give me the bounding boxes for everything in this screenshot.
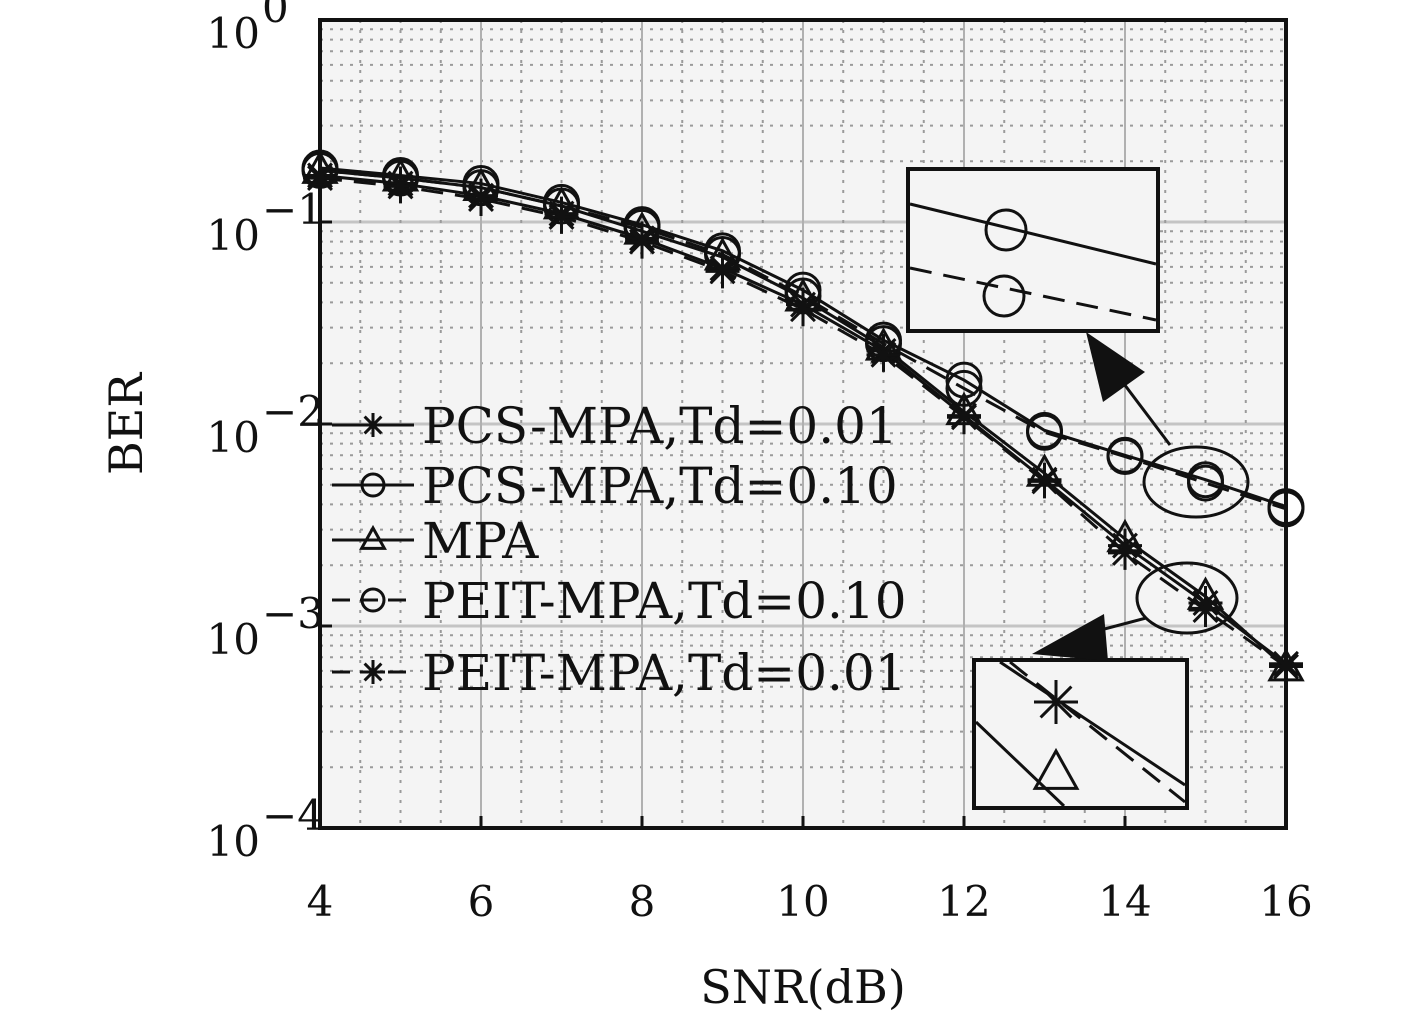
inset-frame xyxy=(906,167,1160,333)
inset-line xyxy=(1009,660,1186,804)
zoom-arrowhead xyxy=(1032,614,1108,661)
zoom-ellipse xyxy=(1142,445,1250,519)
x-axis-label: SNR(dB) xyxy=(700,960,906,1014)
legend-label: MPA xyxy=(422,512,539,570)
inset-frame xyxy=(972,658,1189,810)
data-point xyxy=(1188,593,1223,628)
legend-marker xyxy=(360,587,386,613)
data-point xyxy=(1026,413,1063,451)
y-tick-exponent: 0 xyxy=(262,0,289,32)
legend-entry: PEIT-MPA,Td=0.10 xyxy=(332,572,907,630)
data-point xyxy=(1106,438,1144,476)
data-point xyxy=(464,181,498,216)
legend-entry: PCS-MPA,Td=0.10 xyxy=(332,457,898,515)
data-point xyxy=(383,169,418,204)
legend: PCS-MPA,Td=0.01PCS-MPA,Td=0.10MPAPEIT-MP… xyxy=(332,397,907,702)
y-tick-label: 10 xyxy=(207,817,260,866)
series-5 xyxy=(303,161,1303,684)
zoom-arrowhead xyxy=(1086,332,1145,402)
y-tick-exponent: −2 xyxy=(262,387,324,436)
inset-marker xyxy=(1034,680,1078,724)
zoom-ellipse xyxy=(1135,561,1239,635)
x-tick-label: 16 xyxy=(1259,877,1312,926)
x-tick-label: 12 xyxy=(937,877,990,926)
data-point xyxy=(786,292,820,327)
y-tick-exponent: −4 xyxy=(262,791,324,840)
x-tick-label: 10 xyxy=(776,877,829,926)
legend-label: PEIT-MPA,Td=0.10 xyxy=(422,572,907,630)
x-tick-label: 6 xyxy=(468,877,495,926)
inset-upper xyxy=(906,167,1250,519)
inset-marker xyxy=(982,274,1026,318)
legend-label: PEIT-MPA,Td=0.01 xyxy=(422,644,907,702)
inset-marker xyxy=(984,208,1028,252)
series-line xyxy=(319,168,1287,511)
y-tick-label: 10 xyxy=(207,211,260,260)
legend-entry: MPA xyxy=(332,512,539,570)
legend-label: PCS-MPA,Td=0.01 xyxy=(422,397,898,455)
legend-marker xyxy=(360,472,386,498)
y-tick-label: 10 xyxy=(207,9,260,58)
inset-line xyxy=(999,660,1186,787)
legend-marker xyxy=(361,413,385,437)
inset-line xyxy=(974,720,1066,808)
x-tick-label: 4 xyxy=(307,877,334,926)
legend-entry: PCS-MPA,Td=0.01 xyxy=(332,397,898,455)
x-tick-labels: 4 6 8 10 12 14 16 xyxy=(307,816,1313,926)
data-point xyxy=(866,337,901,372)
data-point xyxy=(625,224,659,259)
x-tick-label: 8 xyxy=(629,877,656,926)
y-tick-exponent: −1 xyxy=(262,185,324,234)
inset-line xyxy=(909,266,1157,322)
x-tick-label: 14 xyxy=(1098,877,1151,926)
data-point xyxy=(1108,535,1142,570)
series-group xyxy=(301,149,1305,684)
grid xyxy=(320,20,1286,828)
inset-line xyxy=(909,202,1157,266)
legend-marker xyxy=(359,524,387,550)
data-point xyxy=(1187,464,1224,502)
y-axis-label: BER xyxy=(99,372,153,475)
legend-label: PCS-MPA,Td=0.10 xyxy=(422,457,898,515)
data-point xyxy=(1027,464,1062,499)
data-point xyxy=(947,400,981,435)
inset-lower xyxy=(972,561,1239,810)
legend-entry: PEIT-MPA,Td=0.01 xyxy=(332,644,907,702)
y-tick-label: 10 xyxy=(207,615,260,664)
y-tick-label: 10 xyxy=(207,413,260,462)
data-point xyxy=(705,254,740,289)
inset-marker xyxy=(1032,747,1080,790)
legend-marker xyxy=(361,660,385,684)
y-tick-exponent: −3 xyxy=(262,589,324,638)
zoom-insets xyxy=(906,167,1250,810)
data-point xyxy=(544,199,579,234)
